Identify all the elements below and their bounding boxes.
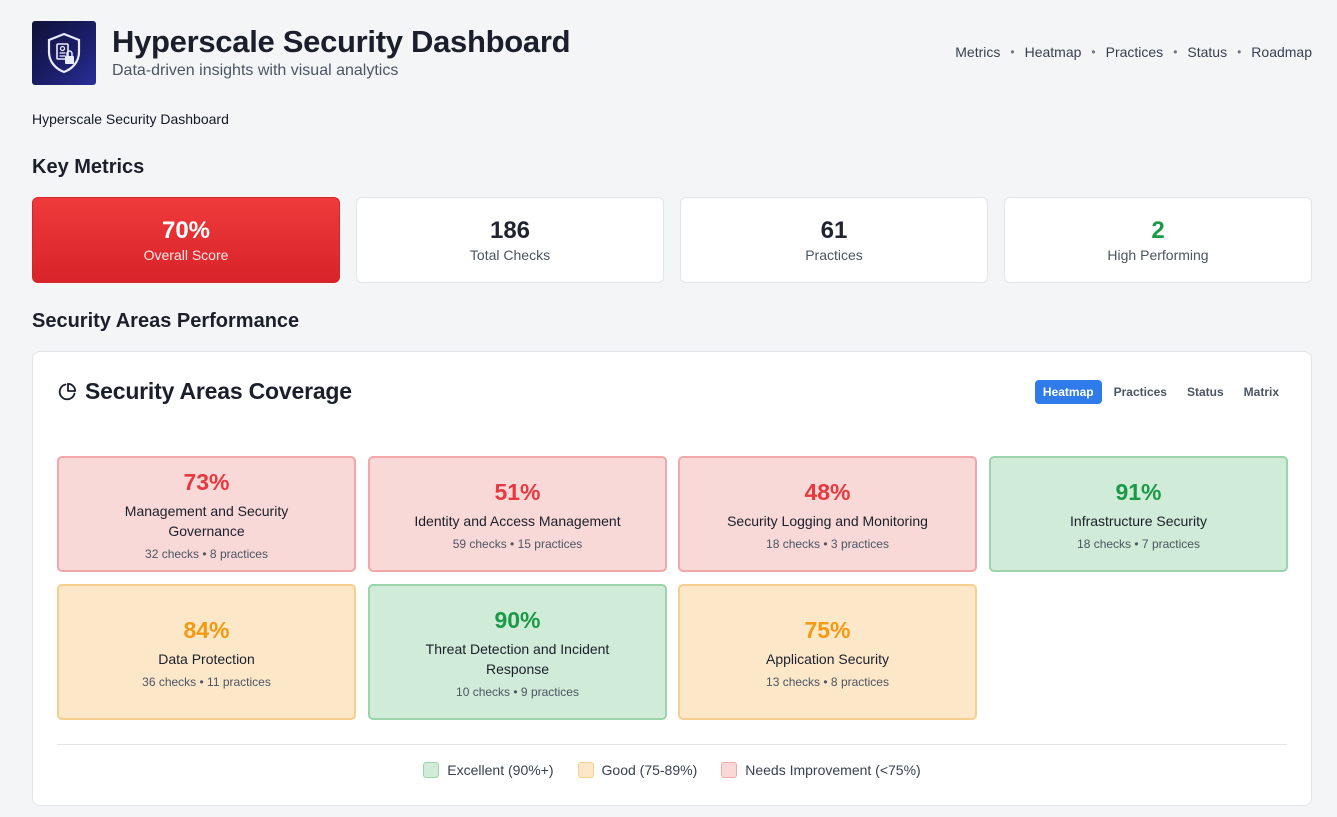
area-name: Infrastructure Security bbox=[1070, 512, 1207, 529]
area-score: 48% bbox=[804, 478, 851, 505]
legend-item-good: Good (75-89%) bbox=[577, 762, 698, 778]
metric-card-overall-score: 70% Overall Score bbox=[32, 197, 340, 283]
area-card-threat-detection[interactable]: 90% Threat Detection and Incident Respon… bbox=[368, 584, 667, 720]
area-meta: 13 checks • 8 practices bbox=[766, 674, 889, 689]
tab-heatmap[interactable]: Heatmap bbox=[1034, 380, 1102, 404]
metric-value: 2 bbox=[1151, 217, 1165, 244]
legend-label: Needs Improvement (<75%) bbox=[745, 762, 921, 778]
legend-item-needs-improvement: Needs Improvement (<75%) bbox=[721, 762, 921, 778]
area-name: Security Logging and Monitoring bbox=[727, 512, 928, 529]
legend-label: Excellent (90%+) bbox=[447, 762, 554, 778]
area-score: 84% bbox=[183, 616, 230, 643]
panel-title: Security Areas Coverage bbox=[85, 378, 352, 404]
nav-separator: • bbox=[1091, 45, 1096, 59]
page-subtitle: Data-driven insights with visual analyti… bbox=[112, 62, 399, 79]
legend: Excellent (90%+) Good (75-89%) Needs Imp… bbox=[33, 762, 1311, 778]
nav-separator: • bbox=[1173, 45, 1178, 59]
section-title-security-areas: Security Areas Performance bbox=[32, 310, 300, 332]
area-score: 91% bbox=[1115, 478, 1162, 505]
legend-label: Good (75-89%) bbox=[601, 762, 698, 778]
pie-chart-icon bbox=[58, 382, 77, 400]
area-meta: 32 checks • 8 practices bbox=[145, 546, 268, 561]
metric-label: Practices bbox=[805, 247, 863, 263]
metric-label: High Performing bbox=[1107, 247, 1209, 263]
metric-card-high-performing: 2 High Performing bbox=[1004, 197, 1312, 283]
area-card-application-security[interactable]: 75% Application Security 13 checks • 8 p… bbox=[678, 584, 977, 720]
area-score: 75% bbox=[804, 616, 851, 643]
legend-swatch bbox=[577, 762, 594, 778]
nav-link-heatmap[interactable]: Heatmap bbox=[1024, 44, 1082, 60]
metric-value: 70% bbox=[161, 217, 211, 244]
legend-swatch bbox=[721, 762, 738, 778]
area-name: Identity and Access Management bbox=[414, 512, 621, 529]
area-meta: 18 checks • 3 practices bbox=[766, 536, 889, 551]
nav-link-roadmap[interactable]: Roadmap bbox=[1251, 44, 1312, 60]
area-score: 51% bbox=[494, 478, 541, 505]
area-score: 73% bbox=[183, 468, 230, 495]
nav-link-status[interactable]: Status bbox=[1187, 44, 1228, 60]
logo bbox=[32, 21, 96, 85]
area-name: Application Security bbox=[766, 650, 889, 667]
nav-link-practices[interactable]: Practices bbox=[1105, 44, 1164, 60]
legend-swatch bbox=[423, 762, 440, 778]
tab-matrix[interactable]: Matrix bbox=[1243, 385, 1279, 399]
area-meta: 10 checks • 9 practices bbox=[456, 684, 579, 699]
metric-card-total-checks: 186 Total Checks bbox=[356, 197, 664, 283]
area-meta: 18 checks • 7 practices bbox=[1077, 536, 1200, 551]
shield-lock-icon bbox=[47, 32, 81, 74]
area-card-data-protection[interactable]: 84% Data Protection 36 checks • 11 pract… bbox=[57, 584, 356, 720]
coverage-panel: Security Areas Coverage Heatmap Practice… bbox=[32, 351, 1312, 806]
area-card-management-governance[interactable]: 73% Management and Security Governance 3… bbox=[57, 456, 356, 572]
area-meta: 36 checks • 11 practices bbox=[142, 674, 271, 689]
breadcrumb: Hyperscale Security Dashboard bbox=[32, 111, 229, 127]
area-name: Threat Detection and Incident Response bbox=[425, 640, 610, 677]
area-card-infrastructure[interactable]: 91% Infrastructure Security 18 checks • … bbox=[989, 456, 1288, 572]
legend-item-excellent: Excellent (90%+) bbox=[423, 762, 554, 778]
section-title-key-metrics: Key Metrics bbox=[32, 156, 145, 178]
nav-separator: • bbox=[1010, 45, 1015, 59]
area-card-logging-monitoring[interactable]: 48% Security Logging and Monitoring 18 c… bbox=[678, 456, 977, 572]
page-title: Hyperscale Security Dashboard bbox=[112, 24, 571, 59]
area-name: Management and Security Governance bbox=[124, 502, 289, 539]
metric-value: 186 bbox=[489, 217, 531, 244]
area-meta: 59 checks • 15 practices bbox=[452, 536, 583, 551]
area-card-identity-access[interactable]: 51% Identity and Access Management 59 ch… bbox=[368, 456, 667, 572]
top-nav: Metrics • Heatmap • Practices • Status •… bbox=[955, 44, 1312, 60]
metrics-row: 70% Overall Score 186 Total Checks 61 Pr… bbox=[32, 197, 1312, 283]
header: Hyperscale Security Dashboard Data-drive… bbox=[32, 21, 1312, 85]
area-name: Data Protection bbox=[158, 650, 255, 667]
nav-link-metrics[interactable]: Metrics bbox=[955, 44, 1001, 60]
metric-value: 61 bbox=[820, 217, 848, 244]
view-tabs: Heatmap Practices Status Matrix bbox=[1034, 380, 1287, 404]
divider bbox=[57, 744, 1287, 745]
tab-status[interactable]: Status bbox=[1186, 385, 1224, 399]
metric-label: Total Checks bbox=[469, 247, 551, 263]
nav-separator: • bbox=[1237, 45, 1242, 59]
tab-practices[interactable]: Practices bbox=[1113, 385, 1167, 399]
area-score: 90% bbox=[494, 606, 541, 633]
metric-card-practices: 61 Practices bbox=[680, 197, 988, 283]
metric-label: Overall Score bbox=[143, 247, 229, 263]
